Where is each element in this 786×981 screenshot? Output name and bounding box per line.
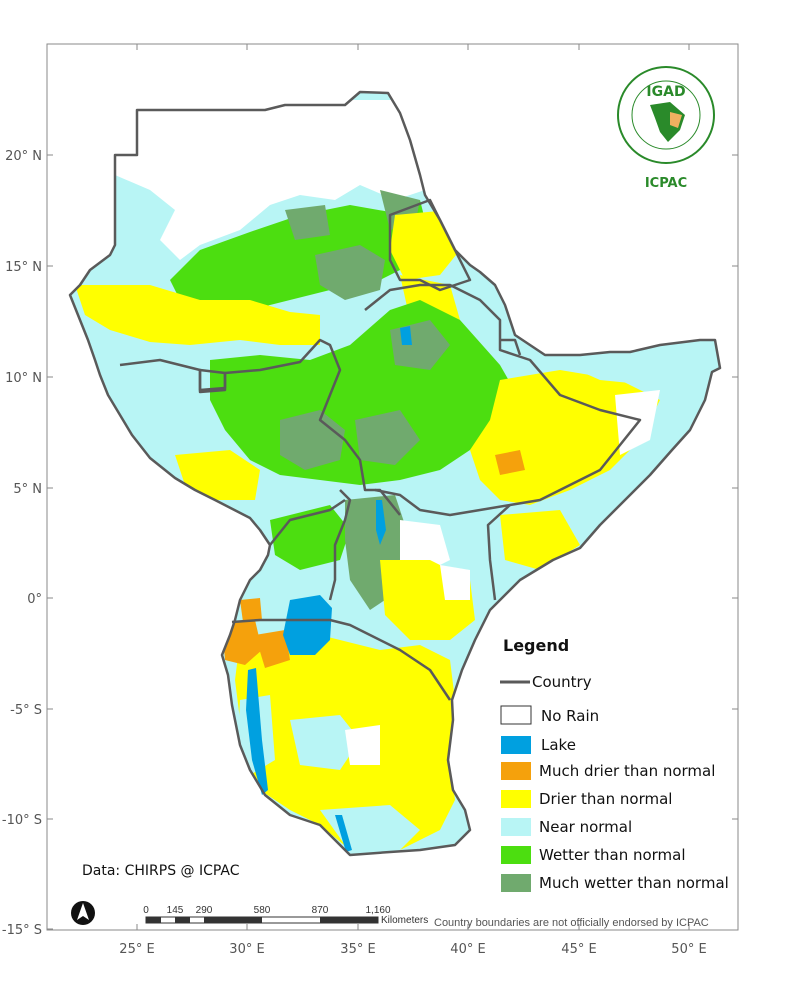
lake-turkana xyxy=(376,500,386,545)
lat-label-15s: -15° S xyxy=(2,923,42,938)
scale-seg-2 xyxy=(175,917,190,923)
scale-bar: 0 145 290 580 870 1,160 Kilometers xyxy=(143,905,428,926)
scale-tick-290: 290 xyxy=(196,905,213,916)
legend-drier: Drier than normal xyxy=(539,790,672,808)
scale-seg-1 xyxy=(146,917,161,923)
lon-label-35e: 35° E xyxy=(340,942,375,957)
lat-label-5s: -5° S xyxy=(10,703,42,718)
border-uganda-north xyxy=(269,498,346,546)
near-normal-horn xyxy=(555,345,715,385)
north-arrow-pointer-icon xyxy=(77,903,89,920)
legend-wetter: Wetter than normal xyxy=(539,846,686,864)
lake-tanganyika xyxy=(246,668,268,795)
africa-icon xyxy=(650,102,685,142)
border-abyei xyxy=(198,368,227,394)
lon-label-45e: 45° E xyxy=(561,942,596,957)
scale-tick-145: 145 xyxy=(167,905,184,916)
no-rain-tanzania xyxy=(345,725,380,765)
border-kenya-somalia xyxy=(486,504,511,601)
swatch-near-normal xyxy=(501,818,531,836)
longitude-labels: 25° E 30° E 35° E 40° E 45° E 50° E xyxy=(119,942,706,957)
map-legend: Legend Country No Rain Lake Much drier t… xyxy=(500,636,729,892)
swatch-much-wetter xyxy=(501,874,531,892)
swatch-no-rain xyxy=(500,705,532,725)
swatch-wetter xyxy=(501,846,531,864)
border-ethiopia xyxy=(364,283,642,517)
data-source-label: Data: CHIRPS @ ICPAC xyxy=(82,863,240,879)
legend-country-label: Country xyxy=(532,673,592,691)
lon-label-30e: 30° E xyxy=(229,942,264,957)
scale-seg-4 xyxy=(320,917,378,923)
drier-chad-band xyxy=(75,285,320,345)
axis-ticks xyxy=(47,44,738,930)
swatch-drier xyxy=(501,790,531,808)
much-wetter-south-sudan xyxy=(280,410,345,470)
scale-tick-1160: 1,160 xyxy=(365,905,390,916)
lon-label-25e: 25° E xyxy=(119,942,154,957)
logo-inner-ring xyxy=(631,80,701,150)
scale-tick-0: 0 xyxy=(143,905,149,916)
lon-label-40e: 40° E xyxy=(450,942,485,957)
legend-much-wetter: Much wetter than normal xyxy=(539,874,729,892)
drier-car xyxy=(175,450,260,500)
no-rain-north xyxy=(115,100,425,260)
scale-tick-870: 870 xyxy=(312,905,329,916)
scale-seg-3 xyxy=(204,917,262,923)
igad-icpac-logo: IGAD ICPAC xyxy=(617,66,715,191)
legend-no-rain: No Rain xyxy=(541,707,599,725)
lake-victoria xyxy=(283,595,332,655)
border-tanzania-north xyxy=(231,618,452,701)
lat-label-10s: -10° S xyxy=(2,813,42,828)
legend-lake: Lake xyxy=(541,736,576,754)
igad-region-icon xyxy=(670,112,682,128)
legend-title: Legend xyxy=(503,636,569,655)
lat-label-0: 0° xyxy=(27,592,42,607)
much-wetter-sudan-c xyxy=(285,205,330,240)
lake-tana xyxy=(400,326,412,345)
logo-center-name: ICPAC xyxy=(645,176,687,191)
legend-near-normal: Near normal xyxy=(539,818,632,836)
boundary-disclaimer: Country boundaries are not officially en… xyxy=(434,917,709,929)
drier-kenya-east xyxy=(500,510,580,570)
no-rain-kenya-south xyxy=(440,565,470,600)
border-eritrea xyxy=(388,198,472,292)
much-drier-tanzania-west xyxy=(255,630,290,668)
scale-unit: Kilometers xyxy=(381,915,428,926)
lat-label-5n: 5° N xyxy=(13,482,42,497)
latitude-labels: 20° N 15° N 10° N 5° N 0° -5° S -10° S -… xyxy=(2,149,42,938)
border-djibouti xyxy=(500,338,522,356)
lakes xyxy=(246,326,412,852)
legend-much-drier: Much drier than normal xyxy=(539,762,715,780)
north-arrow xyxy=(71,901,95,925)
logo-org-short: IGAD xyxy=(646,84,685,100)
lat-label-20n: 20° N xyxy=(5,149,42,164)
much-wetter-sudan-a xyxy=(315,245,385,300)
scale-tick-580: 580 xyxy=(254,905,271,916)
border-uganda-kenya xyxy=(328,489,352,601)
lon-label-50e: 50° E xyxy=(671,942,706,957)
lake-malawi xyxy=(335,815,352,852)
lat-label-10n: 10° N xyxy=(5,371,42,386)
swatch-lake xyxy=(501,736,531,754)
much-wetter-ethiopia-west xyxy=(355,410,420,465)
swatch-much-drier xyxy=(501,762,531,780)
country-boundaries xyxy=(68,90,722,857)
near-normal-tanzania-a xyxy=(290,715,360,770)
lat-label-15n: 15° N xyxy=(5,260,42,275)
much-drier-ethiopia-south xyxy=(495,450,525,475)
much-drier-rwanda xyxy=(240,598,262,622)
